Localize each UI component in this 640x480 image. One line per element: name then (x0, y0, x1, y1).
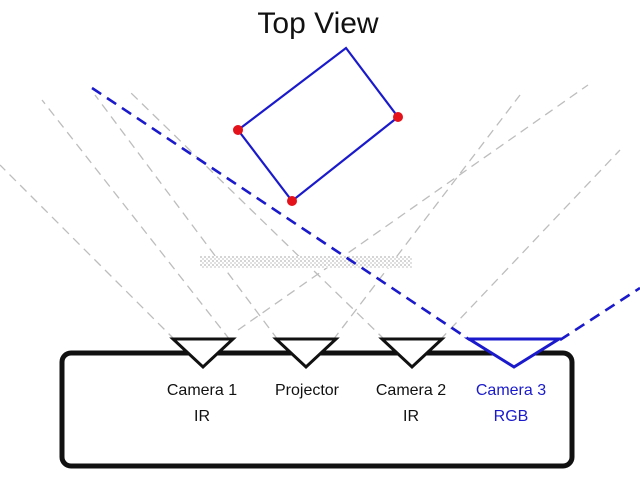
camera-2-type: IR (403, 408, 419, 425)
diagram-title: Top View (257, 7, 379, 40)
camera-3-icon (463, 337, 565, 369)
camera-1-fov-left-ray (0, 164, 176, 341)
corner-marker-right (393, 112, 403, 122)
projector-fov-right-ray (332, 94, 521, 341)
camera-1-type: IR (194, 408, 210, 425)
camera-2-icon (378, 337, 446, 370)
camera-1-fov-right-ray (41, 99, 231, 341)
camera-1-icon (169, 337, 237, 370)
rgb-field-of-view-lines (91, 86, 640, 342)
overlap-region (200, 256, 412, 268)
corner-marker-left (233, 125, 243, 135)
object-outline (236, 46, 400, 203)
camera-2-fov-right-ray (439, 149, 621, 341)
camera-3-fov-left-ray (91, 86, 471, 342)
corner-markers (233, 112, 403, 206)
camera-2-fov-left-ray (129, 91, 386, 341)
projector-fov-left-ray (94, 94, 279, 341)
camera-3-type: RGB (494, 408, 529, 425)
camera-1-label: Camera 1 (167, 382, 237, 399)
camera-3-fov-right-ray (559, 286, 640, 342)
camera-2-label: Camera 2 (376, 382, 446, 399)
corner-marker-bottom (287, 196, 297, 206)
camera-1-fov-far-ray (237, 84, 589, 331)
projector-icon (272, 337, 340, 370)
field-of-view-lines (0, 84, 621, 341)
camera-3-label: Camera 3 (476, 382, 546, 399)
projector-label: Projector (275, 382, 340, 399)
